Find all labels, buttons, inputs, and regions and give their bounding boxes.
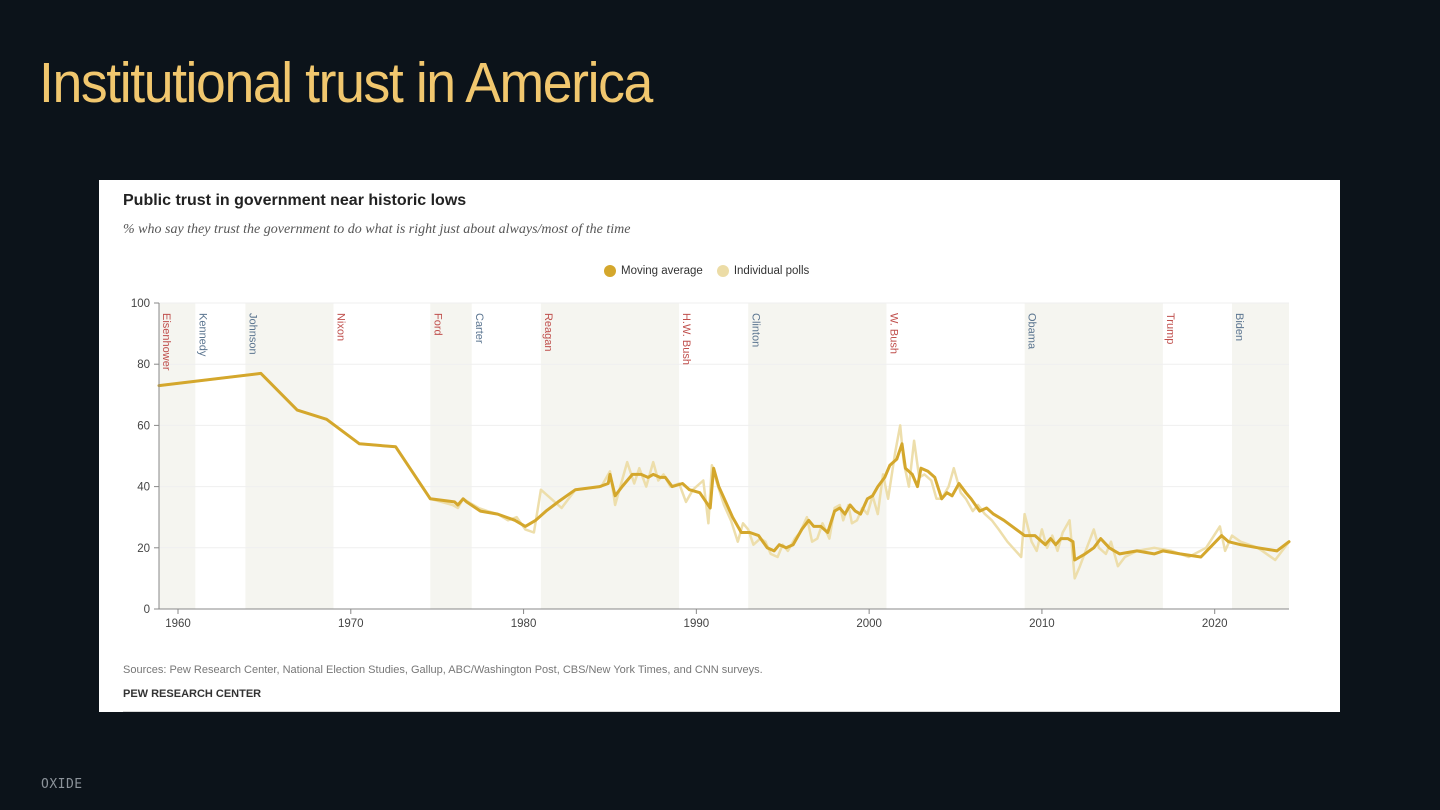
y-tick-label: 100 [131,298,150,310]
president-label: Eisenhower [160,313,172,371]
president-shading [159,303,1289,609]
president-term-band [748,303,887,609]
moving-average-line [157,371,1291,562]
president-label: Johnson [246,313,258,355]
line-chart: Eisenhower Kennedy Johnson Nixon Ford Carter R… [131,298,1291,630]
axes: 0 20 40 60 80 100 1960 1970 1980 1990 2000 2010 2020 [131,298,1289,630]
president-label: Trump [1164,313,1176,344]
x-tick-label: 2010 [1029,618,1055,630]
footer-brand-oxide: OXIDE [41,777,83,792]
chart-legend: Moving average Individual polls [604,265,809,277]
x-tick-label: 1960 [165,618,191,630]
chart-subtitle: % who say they trust the government to d… [123,222,631,237]
chart-card: Public trust in government near historic… [99,180,1340,712]
president-term-band [430,303,472,609]
x-tick-label: 2020 [1202,618,1228,630]
individual-polls-line [157,372,1291,580]
president-label: Reagan [542,313,554,352]
legend-swatch-individual-polls [716,265,729,277]
x-tick-label: 1970 [338,618,364,630]
president-term-band [1024,303,1163,609]
president-label: Carter [473,313,485,344]
president-term-band [1231,303,1289,609]
slide-title: Institutional trust in America [39,51,653,115]
x-tick-label: 2000 [856,618,882,630]
president-label: H.W. Bush [680,313,692,365]
president-label: Obama [1026,313,1038,350]
legend-swatch-moving-average [604,265,616,277]
source-note: Sources: Pew Research Center, National E… [123,664,763,676]
y-tick-label: 0 [144,604,150,616]
president-label: Ford [431,313,443,336]
y-tick-label: 40 [137,482,150,494]
chart-title: Public trust in government near historic… [123,192,467,209]
x-tick-label: 1990 [684,618,710,630]
president-labels: Eisenhower Kennedy Johnson Nixon Ford Carter R… [160,313,1245,371]
y-tick-label: 20 [137,543,150,555]
president-term-band [245,303,334,609]
president-label: W. Bush [888,313,900,354]
pew-brand: PEW RESEARCH CENTER [123,688,262,700]
legend-item-individual-polls: Individual polls [716,265,810,277]
president-label: Clinton [749,313,761,347]
y-tick-label: 60 [137,420,150,432]
gridlines [159,302,1289,549]
bottom-divider [123,711,1310,712]
president-term-band [540,303,680,609]
president-label: Nixon [335,313,347,341]
y-tick-label: 80 [137,359,150,371]
president-label: Biden [1233,313,1245,341]
legend-label: Moving average [621,265,703,277]
legend-label: Individual polls [733,265,810,277]
x-tick-label: 1980 [511,618,537,630]
president-label: Kennedy [196,313,208,357]
legend-item-moving-average: Moving average [604,265,703,277]
data-series [157,371,1291,580]
president-term-band [159,303,196,609]
